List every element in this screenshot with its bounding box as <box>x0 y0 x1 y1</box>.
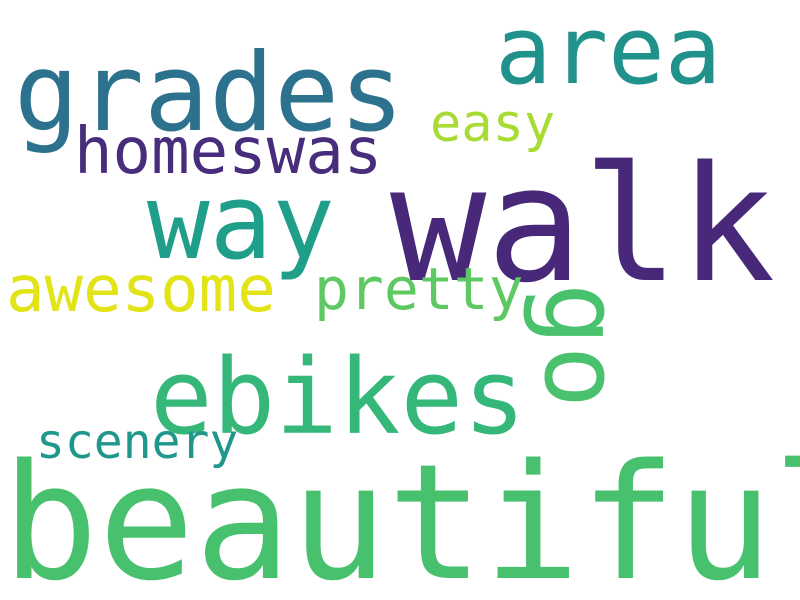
word-easy: easy <box>430 94 556 154</box>
word-go: go <box>521 283 643 409</box>
word-awesome: awesome <box>6 253 276 327</box>
word-ebikes: ebikes <box>150 336 526 458</box>
word-pretty: pretty <box>314 255 524 323</box>
word-walk: walk <box>390 131 776 318</box>
word-area: area <box>495 0 722 106</box>
word-homeswas: homeswas <box>74 115 383 189</box>
word-grades: grades <box>14 31 405 156</box>
word-beautiful: beautiful <box>2 429 800 600</box>
word-way: way <box>147 161 335 283</box>
word-scenery: scenery <box>36 414 239 470</box>
